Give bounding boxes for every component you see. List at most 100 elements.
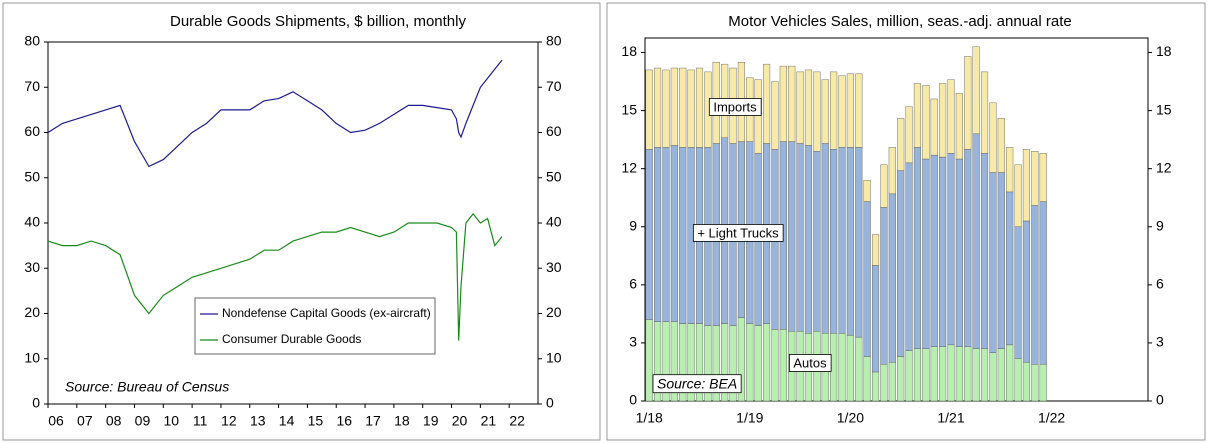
x-tick-label: 11 bbox=[193, 413, 208, 429]
bar-segment bbox=[846, 73, 854, 148]
bar-segment bbox=[897, 170, 905, 357]
bar-segment bbox=[746, 323, 754, 402]
bar-segment bbox=[771, 329, 779, 402]
y2-tick-label: 15 bbox=[1156, 101, 1172, 117]
bar-segment bbox=[964, 56, 972, 150]
bar-segment bbox=[796, 143, 804, 332]
x-tick-label: 1/18 bbox=[636, 410, 663, 426]
bar-segment bbox=[997, 348, 1005, 402]
y-tick-label: 30 bbox=[24, 259, 40, 275]
bar-segment bbox=[1014, 358, 1022, 402]
series-label: Imports bbox=[713, 99, 757, 114]
bar-segment bbox=[763, 323, 771, 402]
bar-segment bbox=[813, 71, 821, 152]
x-tick-label: 19 bbox=[423, 413, 439, 429]
x-tick-label: 06 bbox=[48, 413, 64, 429]
x-tick-label: 21 bbox=[481, 413, 497, 429]
bar-segment bbox=[997, 118, 1005, 173]
x-tick-label: 20 bbox=[452, 413, 468, 429]
y-tick-label: 0 bbox=[32, 395, 40, 411]
bar-segment bbox=[997, 172, 1005, 349]
y2-tick-label: 3 bbox=[1156, 334, 1164, 350]
legend-label: Consumer Durable Goods bbox=[222, 332, 361, 346]
bar-segment bbox=[905, 162, 913, 351]
bar-segment bbox=[1031, 151, 1039, 206]
bar-segment bbox=[754, 325, 762, 402]
bar-segment bbox=[830, 71, 838, 150]
bar-segment bbox=[838, 333, 846, 402]
bar-segment bbox=[821, 143, 829, 334]
label-box bbox=[652, 374, 742, 394]
bar-segment bbox=[947, 79, 955, 154]
bar-segment bbox=[1022, 362, 1030, 402]
x-tick-label: 1/20 bbox=[837, 410, 864, 426]
y2-tick-label: 6 bbox=[1156, 276, 1164, 292]
bar-segment bbox=[1014, 164, 1022, 227]
bar-segment bbox=[662, 147, 670, 322]
x-tick-label: 10 bbox=[164, 413, 180, 429]
left-panel bbox=[2, 2, 601, 441]
bar-segment bbox=[871, 234, 880, 266]
bar-segment bbox=[771, 81, 779, 150]
bar-segment bbox=[855, 147, 863, 338]
bar-segment bbox=[888, 362, 896, 402]
bar-segment bbox=[871, 265, 880, 373]
y-tick-label: 50 bbox=[24, 168, 40, 184]
y2-tick-label: 60 bbox=[546, 123, 562, 139]
x-tick-label: 07 bbox=[77, 413, 93, 429]
bar-segment bbox=[846, 147, 854, 336]
bar-segment bbox=[897, 118, 905, 171]
bar-segment bbox=[880, 364, 888, 402]
plot-frame bbox=[644, 37, 1149, 402]
bar-segment bbox=[871, 371, 880, 402]
bar-segment bbox=[855, 73, 863, 148]
bar-segment bbox=[913, 83, 922, 148]
bar-segment bbox=[947, 152, 955, 346]
bar-segment bbox=[888, 147, 896, 195]
bar-segment bbox=[1006, 344, 1014, 402]
bar-segment bbox=[830, 149, 838, 334]
bar-segment bbox=[821, 79, 829, 144]
y-tick-label: 80 bbox=[24, 33, 40, 49]
bar-segment bbox=[788, 141, 796, 332]
x-tick-label: 1/19 bbox=[736, 410, 763, 426]
y2-tick-label: 10 bbox=[546, 349, 562, 365]
bar-segment bbox=[1039, 152, 1047, 202]
source-note: Source: Bureau of Census bbox=[65, 379, 229, 395]
bar-segment bbox=[955, 346, 963, 402]
y2-tick-label: 20 bbox=[546, 304, 562, 320]
bar-segment bbox=[670, 145, 678, 322]
series-line bbox=[47, 212, 503, 341]
bar-segment bbox=[980, 348, 989, 402]
source-note: Source: BEA bbox=[657, 376, 737, 392]
series-label: + Light Trucks bbox=[697, 225, 779, 240]
bar-segment bbox=[804, 145, 813, 334]
bar-segment bbox=[1022, 149, 1030, 222]
x-tick-label: 15 bbox=[308, 413, 324, 429]
bar-segment bbox=[939, 83, 947, 158]
x-tick-label: 22 bbox=[509, 413, 525, 429]
bar-segment bbox=[905, 106, 913, 164]
x-tick-label: 1/21 bbox=[937, 410, 964, 426]
label-box bbox=[708, 98, 762, 116]
y-tick-label: 15 bbox=[621, 101, 637, 117]
bar-segment bbox=[645, 319, 653, 402]
bar-segment bbox=[679, 67, 687, 148]
x-tick-label: 1/22 bbox=[1038, 410, 1065, 426]
label-box bbox=[788, 354, 832, 372]
bar-segment bbox=[1039, 201, 1047, 365]
legend-label: Nondefense Capital Goods (ex-aircraft) bbox=[222, 306, 431, 320]
bar-segment bbox=[662, 69, 670, 148]
y-tick-label: 6 bbox=[629, 276, 637, 292]
x-tick-label: 09 bbox=[135, 413, 151, 429]
series-line bbox=[47, 59, 503, 168]
bar-segment bbox=[779, 329, 787, 402]
bar-segment bbox=[1006, 191, 1014, 346]
x-tick-label: 16 bbox=[336, 413, 352, 429]
bar-segment bbox=[939, 346, 947, 402]
x-tick-label: 12 bbox=[221, 413, 237, 429]
bar-segment bbox=[670, 67, 678, 146]
bar-segment bbox=[972, 46, 980, 135]
